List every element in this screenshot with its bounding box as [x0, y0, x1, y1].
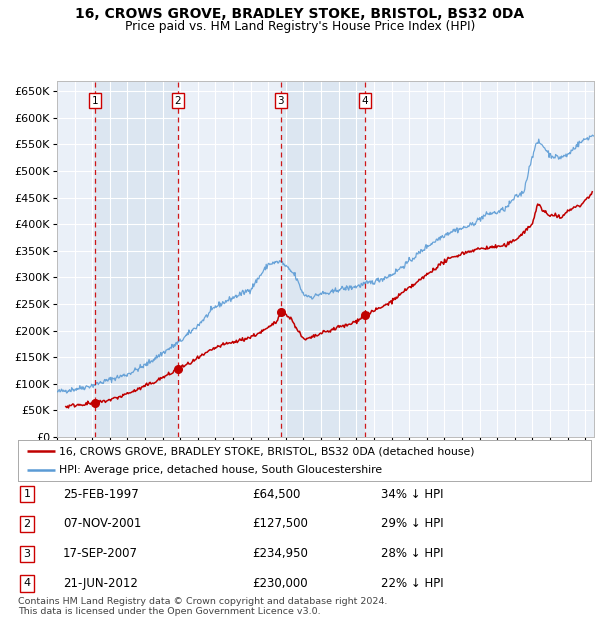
Bar — [365, 81, 594, 437]
Bar — [178, 81, 281, 437]
Text: 4: 4 — [23, 578, 31, 588]
Text: 2: 2 — [23, 519, 31, 529]
Text: 16, CROWS GROVE, BRADLEY STOKE, BRISTOL, BS32 0DA: 16, CROWS GROVE, BRADLEY STOKE, BRISTOL,… — [76, 7, 524, 22]
Text: 1: 1 — [23, 489, 31, 499]
Text: 3: 3 — [277, 96, 284, 106]
Text: HPI: Average price, detached house, South Gloucestershire: HPI: Average price, detached house, Sout… — [59, 464, 382, 475]
Bar — [57, 81, 95, 437]
Text: £234,950: £234,950 — [252, 547, 308, 560]
Text: £64,500: £64,500 — [252, 488, 301, 500]
Text: 34% ↓ HPI: 34% ↓ HPI — [381, 488, 443, 500]
Text: 2: 2 — [174, 96, 181, 106]
Text: 4: 4 — [361, 96, 368, 106]
Bar — [95, 81, 178, 437]
Text: Price paid vs. HM Land Registry's House Price Index (HPI): Price paid vs. HM Land Registry's House … — [125, 20, 475, 33]
Text: 3: 3 — [23, 549, 31, 559]
Text: This data is licensed under the Open Government Licence v3.0.: This data is licensed under the Open Gov… — [18, 607, 320, 616]
Text: 25-FEB-1997: 25-FEB-1997 — [63, 488, 139, 500]
Text: 28% ↓ HPI: 28% ↓ HPI — [381, 547, 443, 560]
Text: 21-JUN-2012: 21-JUN-2012 — [63, 577, 138, 590]
Text: 29% ↓ HPI: 29% ↓ HPI — [381, 518, 443, 530]
Text: £127,500: £127,500 — [252, 518, 308, 530]
Text: 17-SEP-2007: 17-SEP-2007 — [63, 547, 138, 560]
Text: 16, CROWS GROVE, BRADLEY STOKE, BRISTOL, BS32 0DA (detached house): 16, CROWS GROVE, BRADLEY STOKE, BRISTOL,… — [59, 446, 475, 456]
Text: £230,000: £230,000 — [252, 577, 308, 590]
Text: 1: 1 — [92, 96, 98, 106]
Text: 22% ↓ HPI: 22% ↓ HPI — [381, 577, 443, 590]
Bar — [281, 81, 365, 437]
Text: Contains HM Land Registry data © Crown copyright and database right 2024.: Contains HM Land Registry data © Crown c… — [18, 597, 388, 606]
Text: 07-NOV-2001: 07-NOV-2001 — [63, 518, 142, 530]
